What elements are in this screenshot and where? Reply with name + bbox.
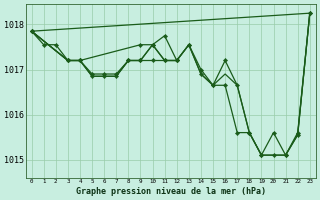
X-axis label: Graphe pression niveau de la mer (hPa): Graphe pression niveau de la mer (hPa) (76, 187, 266, 196)
